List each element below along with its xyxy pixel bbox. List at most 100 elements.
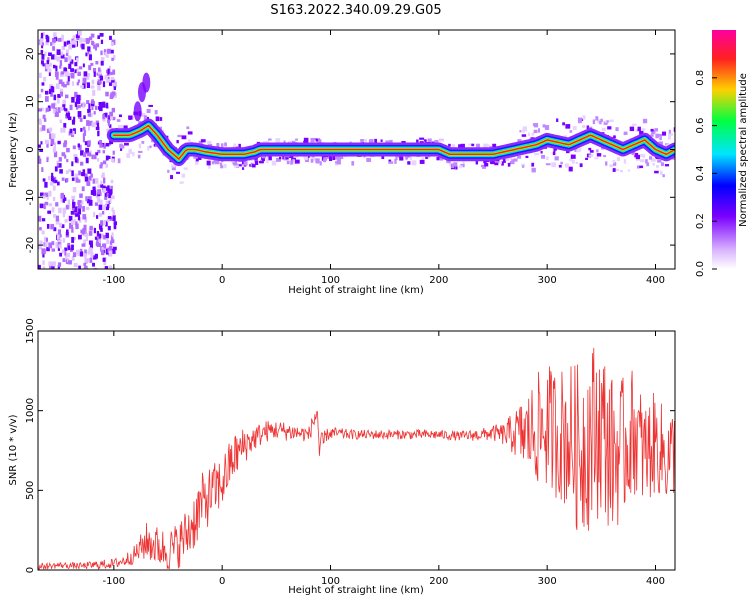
- spectrogram-noise-cell: [70, 210, 74, 215]
- spectrogram-noise-cell: [295, 138, 298, 141]
- spectrogram-noise-cell: [315, 161, 320, 164]
- spectrogram-noise-cell: [82, 205, 85, 212]
- spectrogram-noise-cell: [71, 170, 74, 177]
- spectrogram-noise-cell: [63, 123, 67, 128]
- spectrogram-noise-cell: [92, 178, 96, 184]
- spectrogram-noise-cell: [639, 159, 645, 163]
- spectrogram-noise-cell: [91, 79, 95, 85]
- spectrogram-noise-cell: [86, 120, 90, 126]
- spectrogram-noise-cell: [64, 250, 67, 256]
- spectrogram-noise-cell: [50, 42, 53, 46]
- spectrogram-noise-cell: [70, 40, 74, 47]
- spectrogram-noise-cell: [38, 94, 42, 98]
- spectrogram-noise-cell: [579, 163, 583, 168]
- y-tick-label: -10: [25, 189, 36, 205]
- spectrogram-noise-cell: [315, 138, 320, 142]
- spectrogram-noise-cell: [116, 119, 121, 122]
- spectrogram-noise-cell: [85, 52, 88, 57]
- spectrogram-noise-cell: [61, 177, 65, 181]
- spectrogram-noise-cell: [105, 164, 109, 168]
- spectrogram-noise-cell: [645, 159, 648, 164]
- spectrogram-noise-cell: [77, 111, 82, 118]
- spectrogram-noise-cell: [111, 79, 115, 84]
- spectrogram-noise-cell: [103, 219, 106, 225]
- spectrogram-noise-cell: [462, 161, 465, 166]
- spectrogram-noise-cell: [562, 122, 566, 126]
- spectrogram-noise-cell: [98, 204, 103, 210]
- spectrogram-noise-cell: [66, 252, 70, 258]
- spectrogram-noise-cell: [57, 97, 60, 104]
- spectrogram-noise-cell: [537, 128, 540, 133]
- spectrogram-noise-cell: [571, 159, 575, 164]
- spectrogram-noise-cell: [45, 107, 50, 112]
- spectrogram-noise-cell: [476, 143, 480, 149]
- spectrogram-noise-cell: [48, 190, 52, 197]
- spectrogram-noise-cell: [68, 43, 73, 50]
- spectrogram-noise-cell: [62, 207, 67, 214]
- spectrogram-noise-cell: [41, 248, 46, 255]
- spectrogram-noise-cell: [85, 157, 89, 164]
- y-tick-label: 1500: [25, 318, 36, 343]
- spectrogram-noise-cell: [91, 106, 94, 111]
- spectrogram-noise-cell: [49, 62, 52, 67]
- spectrogram-noise-cell: [59, 169, 63, 174]
- spectrogram-noise-cell: [41, 218, 46, 222]
- spectrogram-noise-cell: [76, 99, 81, 104]
- spectrogram-noise-cell: [106, 128, 110, 133]
- spectrogram-noise-cell: [41, 167, 44, 172]
- spectrogram-noise-cell: [360, 139, 365, 142]
- spectrogram-noise-cell: [39, 240, 43, 246]
- spectrogram-noise-cell: [79, 217, 82, 223]
- spectrogram-noise-cell: [80, 161, 84, 166]
- spectrogram-noise-cell: [629, 126, 635, 132]
- x-tick-label: -100: [102, 275, 125, 286]
- spectrogram-noise-cell: [110, 235, 114, 240]
- spectrogram-noise-cell: [107, 225, 111, 231]
- spectrogram-noise-cell: [77, 104, 81, 109]
- spectrogram-noise-cell: [86, 82, 91, 89]
- spectrogram-noise-cell: [492, 143, 497, 149]
- snr-series-line: [38, 347, 675, 570]
- spectrogram-noise-cell: [51, 207, 55, 213]
- spectrogram-noise-cell: [220, 165, 224, 169]
- spectrogram-noise-cell: [399, 156, 404, 161]
- spectrogram-noise-cell: [117, 158, 121, 164]
- spectrogram-noise-cell: [609, 119, 614, 122]
- spectrogram-noise-cell: [62, 238, 66, 243]
- spectrogram-noise-cell: [588, 147, 592, 151]
- spectrogram-noise-cell: [519, 130, 522, 133]
- spectrogram-noise-cell: [521, 163, 526, 167]
- spectrogram-noise-cell: [109, 114, 114, 120]
- spectrogram-noise-cell: [79, 251, 84, 257]
- spectrogram-noise-cell: [258, 161, 264, 164]
- spectrogram-noise-cell: [113, 224, 117, 230]
- spectrogram-noise-cell: [183, 167, 188, 170]
- spectrogram-noise-cell: [54, 54, 57, 61]
- spectrogram-noise-cell: [141, 112, 146, 117]
- spectrogram-noise-cell: [39, 127, 43, 132]
- spectrogram-noise-cell: [556, 118, 559, 122]
- spectrogram-noise-cell: [458, 144, 462, 150]
- spectrogram-noise-cell: [171, 165, 176, 171]
- spectrogram-noise-cell: [149, 145, 152, 149]
- spectrogram-noise-cell: [38, 108, 42, 112]
- spectrogram-noise-cell: [67, 116, 72, 121]
- spectrogram-noise-cell: [395, 155, 398, 161]
- spectrogram-noise-cell: [480, 164, 486, 168]
- spectrogram-noise-cell: [105, 237, 109, 241]
- spectrogram-noise-cell: [599, 120, 602, 125]
- spectrogram-noise-cell: [148, 104, 153, 107]
- spectrogram-noise-cell: [146, 108, 151, 114]
- spectrogram-noise-cell: [78, 66, 83, 70]
- spectrogram-noise-cell: [66, 159, 69, 163]
- x-tick-label: 100: [321, 275, 340, 286]
- spectrogram-noise-cell: [51, 103, 55, 109]
- spectrogram-noise-cell: [94, 46, 97, 51]
- spectrogram-noise-cell: [582, 115, 586, 120]
- spectrogram-noise-cell: [105, 220, 108, 227]
- spectrogram-noise-cell: [95, 152, 99, 156]
- spectrogram-noise-cell: [657, 133, 663, 137]
- spectrogram-noise-cell: [39, 119, 42, 125]
- spectrogram-noise-cell: [501, 161, 504, 166]
- spectrogram-noise-cell: [52, 64, 56, 69]
